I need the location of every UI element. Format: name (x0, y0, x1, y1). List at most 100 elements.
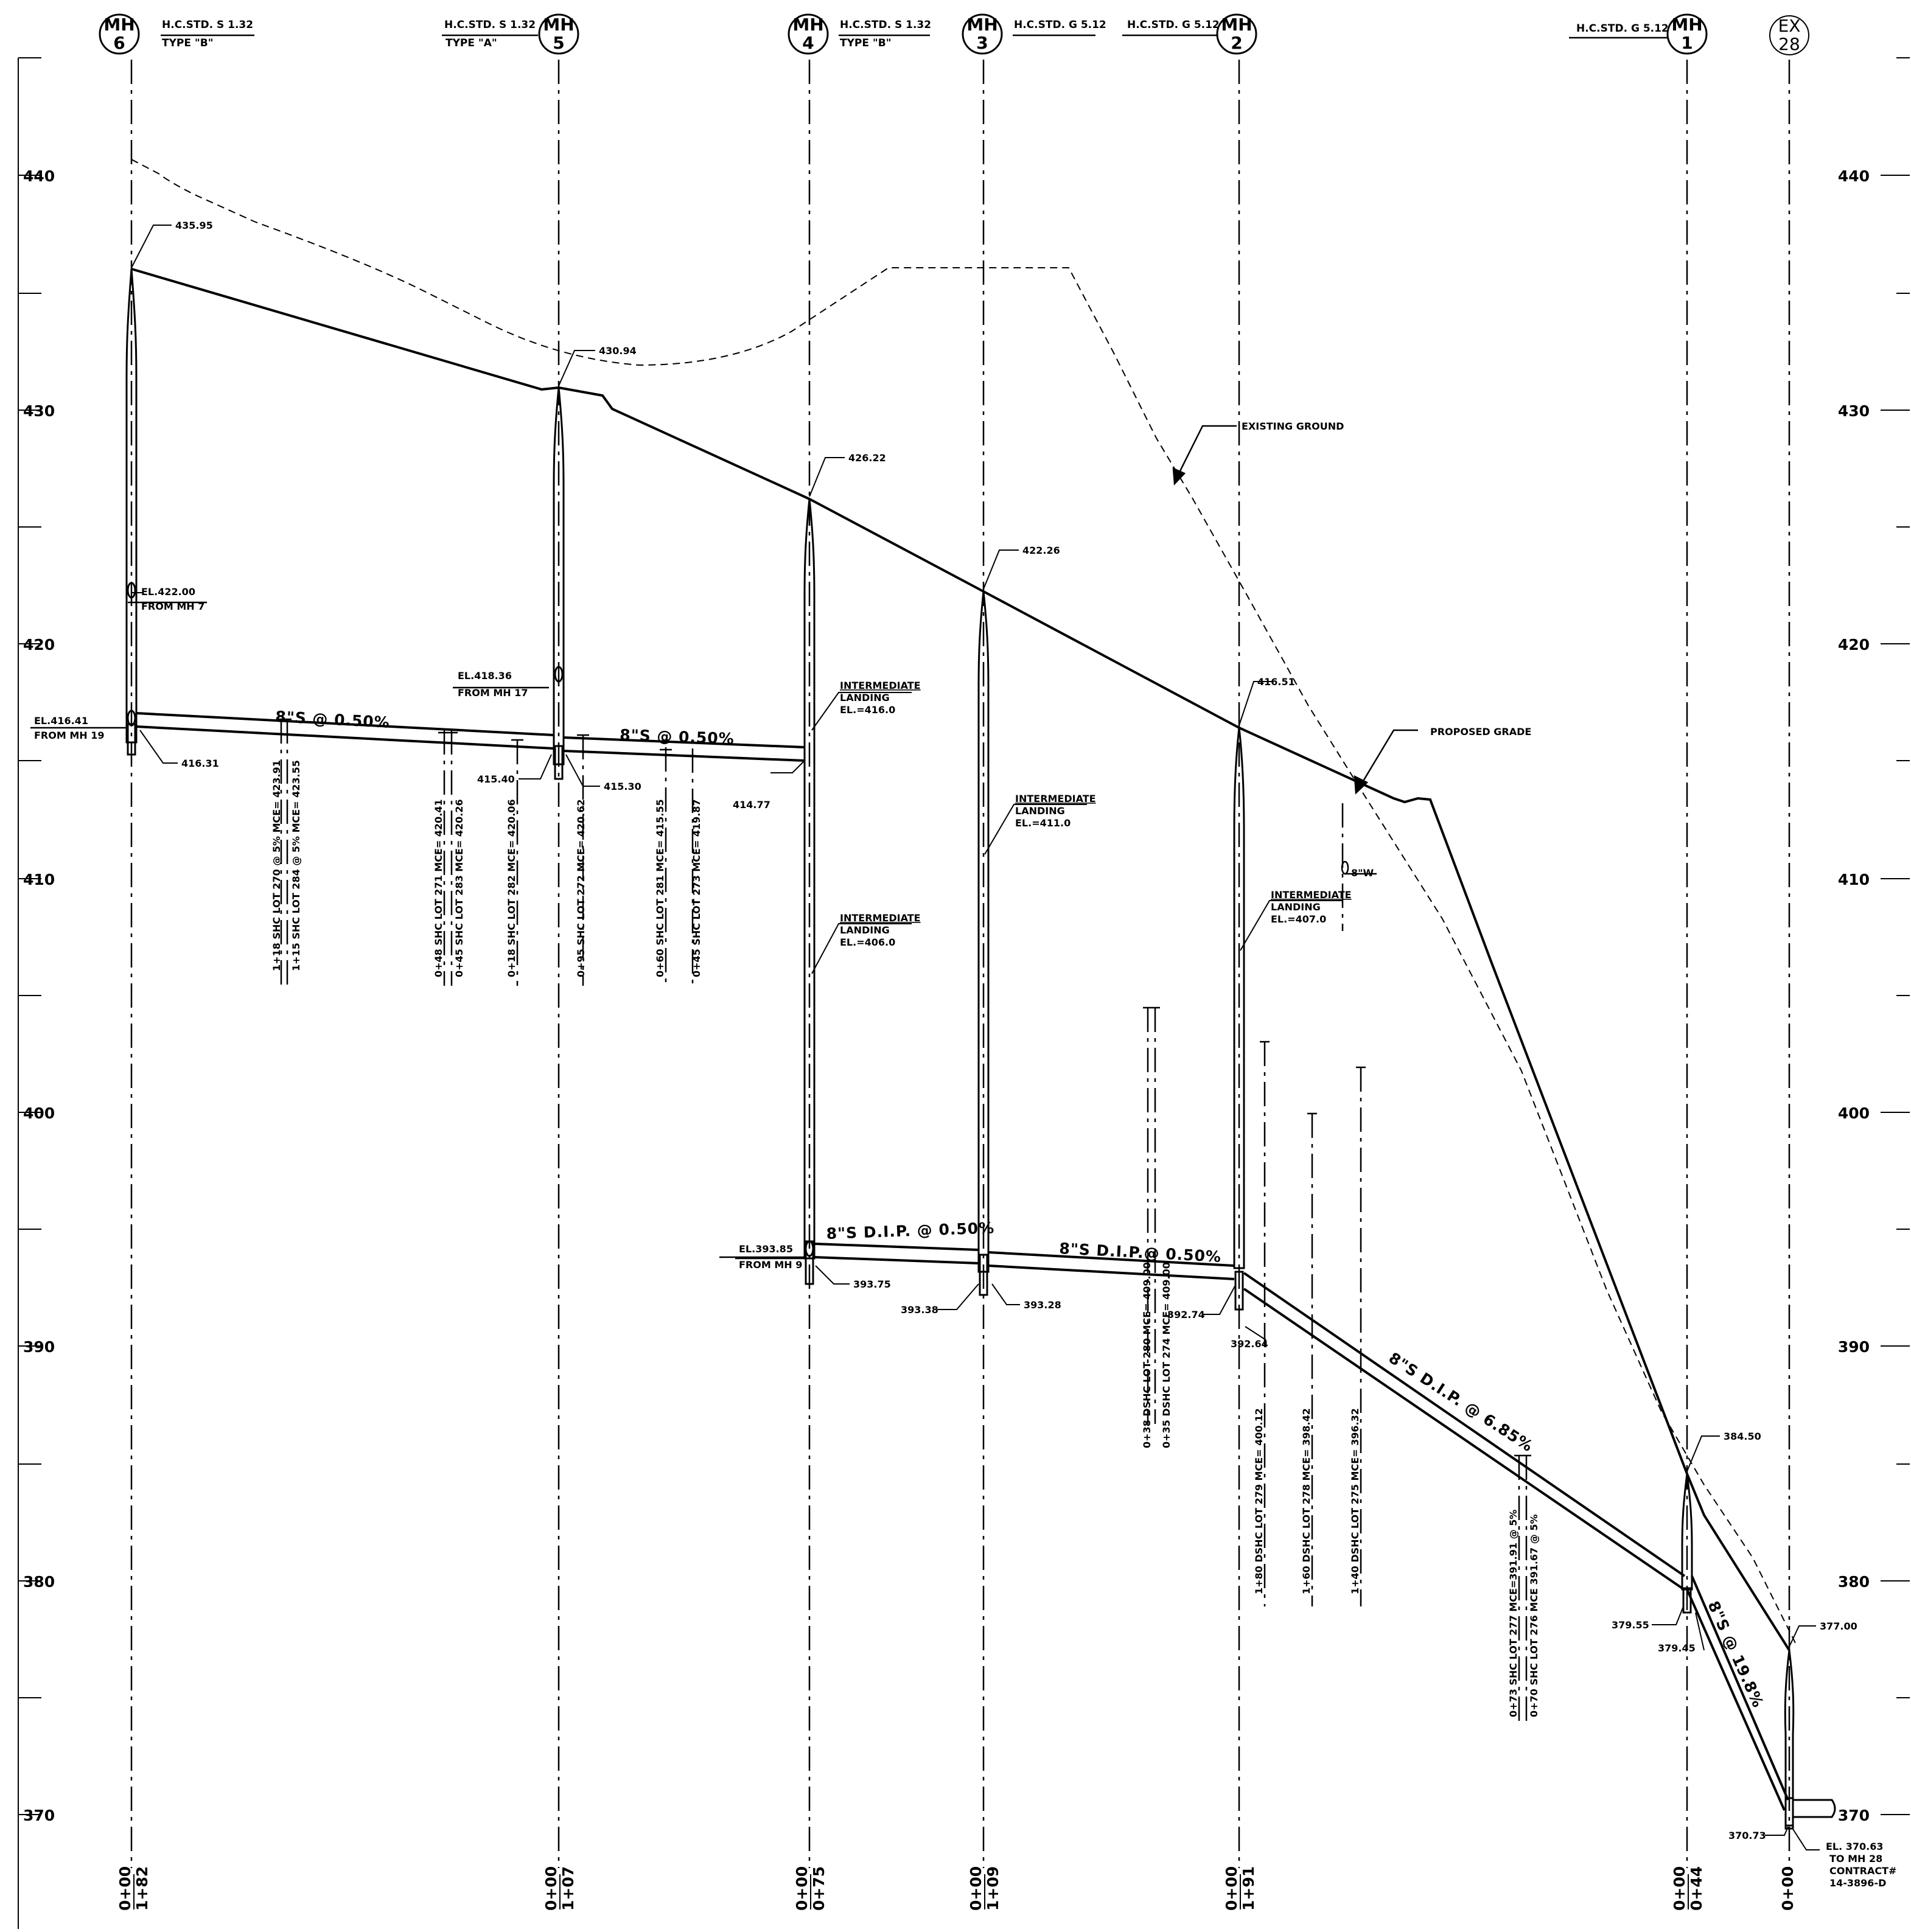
rim-mh3: 422.26 (1022, 545, 1060, 556)
rim-mh5: 430.94 (599, 345, 637, 357)
existing-ground-arrow-icon (1172, 467, 1186, 486)
mh4-header: MH 4 H.C.STD. S 1.32 TYPE "B" (788, 13, 931, 55)
axis-label-420-right: 420 (1838, 636, 1870, 654)
station-start: 0+00 (1223, 1866, 1240, 1911)
mh2-standard: H.C.STD. G 5.12 (1127, 19, 1220, 31)
station-end: 0+75 (810, 1866, 828, 1911)
axis-label-400: 400 (23, 1104, 55, 1122)
invert-mh2-out: 392.64 (1231, 1338, 1268, 1350)
service-label: 1+80 DSHC LOT 279 MCE= 400.12 (1253, 1408, 1265, 1594)
station-start: 0+00 (116, 1866, 134, 1911)
landing-elevation: EL.=406.0 (840, 936, 895, 948)
service-label: 0+45 SHC LOT 283 MCE= 420.26 (453, 799, 465, 977)
ex28-label-number: 28 (1778, 34, 1800, 54)
mh4-label-top: MH (792, 15, 823, 35)
axis-label-370: 370 (23, 1807, 55, 1824)
axis-label-380: 380 (23, 1573, 55, 1591)
axis-label-390-right: 390 (1838, 1338, 1870, 1356)
ex28-bubble (1769, 15, 1809, 55)
from-mh19-label: FROM MH 19 (34, 730, 105, 741)
rim-mh1: 384.50 (1724, 1431, 1761, 1442)
landing-elevation: EL.=411.0 (1015, 817, 1071, 829)
axis-label-430: 430 (23, 402, 55, 420)
axis-label-440-right: 440 (1838, 167, 1870, 185)
ex28-to: TO MH 28 (1829, 1853, 1882, 1864)
existing-ground-line (131, 159, 1796, 1644)
service-label: 0+45 SHC LOT 273 MCE= 419.87 (691, 799, 702, 977)
invert-mh5-out: 415.30 (604, 781, 641, 792)
mh1-standard: H.C.STD. G 5.12 (1576, 23, 1669, 35)
from-mh9-elevation: EL.393.85 (739, 1243, 793, 1255)
station-mh6: 0+00 1+82 (116, 1866, 151, 1911)
station-mh5: 0+00 1+07 (542, 1866, 577, 1911)
service-label: 0+38 DSHC LOT 280 MCE= 409.00 (1141, 1262, 1153, 1448)
landing-mh4-lower: INTERMEDIATE LANDING EL.=406.0 (840, 912, 921, 948)
rim-mh6: 435.95 (175, 220, 213, 231)
axis-label-410-right: 410 (1838, 871, 1870, 888)
rim-mh4: 426.22 (848, 452, 886, 464)
station-end: 1+91 (1240, 1866, 1257, 1911)
station-mh1: 0+00 0+44 (1671, 1866, 1705, 1911)
mh6-header: MH 6 H.C.STD. S 1.32 TYPE "B" (99, 13, 254, 55)
mh6-label-top: MH (103, 15, 135, 35)
rim-mh2: 416.51 (1257, 676, 1295, 688)
mh4-bubble (788, 13, 829, 55)
service-label: 0+35 DSHC LOT 274 MCE= 409.00 (1161, 1262, 1172, 1448)
mh6-type: TYPE "B" (162, 37, 214, 49)
incoming-stubs (30, 601, 805, 1260)
mh6-standard: H.C.STD. S 1.32 (162, 19, 253, 31)
landing-elevation: EL.=416.0 (840, 704, 895, 716)
mh5-header: MH 5 H.C.STD. S 1.32 TYPE "A" (442, 13, 579, 55)
ex28-contract-number: 14-3896-D (1829, 1877, 1886, 1889)
axis-label-430-right: 430 (1838, 402, 1870, 420)
landing-subtitle: LANDING (1271, 901, 1321, 913)
ex28-elevation: EL. 370.63 (1826, 1841, 1884, 1852)
service-label: 0+48 SHC LOT 271 MCE= 420.41 (433, 799, 444, 977)
station-start: 0+00 (793, 1866, 811, 1911)
mh3-header: MH 3 H.C.STD. G 5.12 (962, 13, 1106, 55)
mh2-bubble (1216, 13, 1257, 55)
callout-arrows (1172, 425, 1418, 795)
landing-title: INTERMEDIATE (1271, 889, 1352, 901)
mh1-header: MH 1 H.C.STD. G 5.12 (1569, 13, 1708, 55)
service-label: 1+40 DSHC LOT 275 MCE= 396.32 (1349, 1408, 1361, 1594)
landing-elevation: EL.=407.0 (1271, 913, 1326, 925)
station-end: 0+44 (1688, 1866, 1705, 1911)
station-end: 1+82 (133, 1866, 151, 1911)
landing-title: INTERMEDIATE (840, 680, 921, 691)
service-label: 0+70 SHC LOT 276 MCE 391.67 @ 5% (1528, 1515, 1540, 1718)
invert-mh6-out: 416.31 (181, 758, 219, 769)
mh6-label-number: 6 (113, 33, 125, 53)
pipe-label-mh5-mh4: 8"S @ 0.50% (620, 726, 735, 748)
axis-label-420: 420 (23, 636, 55, 654)
service-label: 0+73 SHC LOT 277 MCE=391.91 @ 5% (1507, 1510, 1519, 1717)
existing-ground-label: EXISTING GROUND (1242, 420, 1344, 432)
axis-label-380-right: 380 (1838, 1573, 1870, 1591)
from-mh7-elevation: EL.422.00 (141, 586, 195, 598)
axis-label-440: 440 (23, 167, 55, 185)
service-label: 1+18 SHC LOT 270 @ 5% MCE= 423.91 (271, 760, 282, 971)
service-label: 0+95 SHC LOT 272 MCE= 420.62 (575, 799, 587, 977)
sewer-pipes (136, 712, 1789, 1811)
invert-mh4-in: 414.77 (733, 799, 770, 811)
from-mh17-elevation: EL.418.36 (458, 670, 512, 682)
water-line-label: 8"W (1351, 867, 1374, 879)
station-mh3: 0+00 1+09 (967, 1866, 1002, 1911)
from-mh17-label: FROM MH 17 (458, 687, 528, 699)
mh4-standard: H.C.STD. S 1.32 (840, 19, 931, 31)
ex28-header: EX 28 (1769, 15, 1809, 55)
invert-mh3-out: 393.28 (1024, 1299, 1061, 1311)
ex28-contract: CONTRACT# (1829, 1865, 1896, 1877)
mh2-label-number: 2 (1231, 33, 1242, 53)
axis-label-400-right: 400 (1838, 1104, 1870, 1122)
mh5-bubble (538, 13, 579, 55)
landing-mh4-upper: INTERMEDIATE LANDING EL.=416.0 (840, 680, 921, 716)
manhole-bodies (125, 268, 1836, 1830)
axis-label-390: 390 (23, 1338, 55, 1356)
station-mh2: 0+00 1+91 (1223, 1866, 1257, 1911)
left-elevation-axis (18, 57, 41, 1929)
mh3-bubble (962, 13, 1003, 55)
station-start: 0+00 (542, 1866, 560, 1911)
mh6-bubble (99, 13, 140, 55)
